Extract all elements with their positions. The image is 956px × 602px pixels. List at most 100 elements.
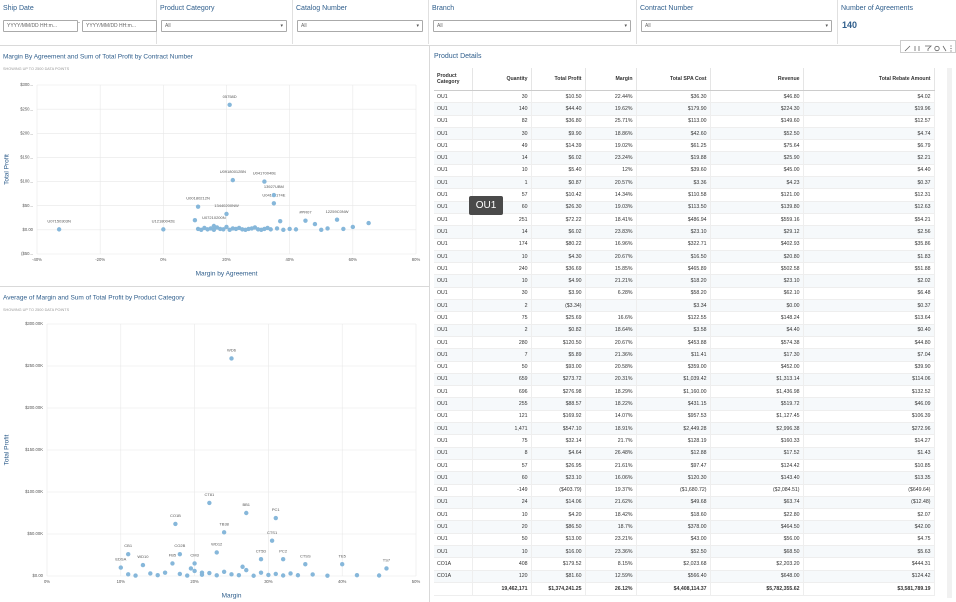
table-cell: $2,449.28 — [636, 422, 711, 436]
x-axis-label: Margin — [222, 593, 242, 600]
table-cell: 75 — [472, 311, 532, 325]
table-cell: OU1 — [434, 385, 473, 399]
select[interactable]: All ▾ — [297, 20, 423, 32]
point — [56, 227, 62, 232]
point — [118, 565, 124, 570]
filter-label: Catalog Number — [296, 5, 347, 12]
table-cell: $276.98 — [531, 385, 586, 399]
point — [366, 220, 371, 226]
table-cell: OU1 — [434, 115, 473, 128]
date-input[interactable]: YYYY/MM/DD HH:m... — [82, 20, 157, 32]
table-cell: $16.00 — [531, 545, 586, 559]
table-cell: $160.33 — [710, 434, 804, 448]
table-cell: 21.61% — [585, 459, 637, 473]
point — [258, 570, 264, 575]
point — [221, 569, 227, 574]
point-label: 13440200NW — [214, 203, 239, 208]
table-cell: $14.39 — [531, 139, 586, 153]
table-cell: $128.19 — [636, 434, 711, 448]
table-cell: OU1 — [434, 545, 473, 559]
table-cell: 75 — [472, 434, 532, 448]
kpi: Number of Agreements 140 — [838, 0, 956, 44]
point-label: TS7 — [383, 558, 391, 563]
table-cell: $42.00 — [803, 520, 935, 534]
table-cell: 12.59% — [585, 570, 637, 583]
table-cell: $179.52 — [531, 557, 586, 571]
filter-catalog-number: Catalog Number All ▾ — [293, 0, 429, 44]
table-cell: 20.67% — [585, 250, 637, 264]
table-cell: $359.00 — [636, 361, 711, 374]
column-header: Product Category — [434, 68, 473, 91]
table-row: OU1 30 $3.90 6.28% $58.20 $62.10 $6.48 — [434, 287, 935, 301]
select[interactable]: All ▾ — [641, 20, 832, 32]
table-cell: 24 — [472, 496, 532, 510]
table-cell: $62.10 — [710, 287, 804, 301]
table-cell: 408 — [472, 557, 532, 571]
table-cell: $51.88 — [803, 262, 935, 276]
chart-title: Margin By Agreement and Sum of Total Pro… — [3, 54, 194, 61]
point — [155, 572, 160, 578]
table-row: OU1 659 $273.72 20.31% $1,039.42 $1,313.14 $11… — [434, 373, 935, 387]
point — [350, 224, 356, 230]
table-cell: $22.80 — [710, 508, 804, 522]
table-cell: 10 — [472, 508, 532, 522]
table-cell: $72.22 — [531, 213, 586, 227]
table-cell: OU1 — [434, 422, 473, 436]
point-label: CO2B — [174, 543, 185, 548]
table-cell: 57 — [472, 459, 532, 473]
table-cell: $2.21 — [803, 151, 935, 165]
y-tick-label: ($50... — [21, 251, 33, 256]
point — [310, 572, 315, 577]
table-row: OU1 60 $26.30 19.03% $113.50 $139.80 $12.63 — [434, 201, 935, 214]
table-cell: 18.64% — [585, 324, 637, 337]
table-cell: 23.24% — [585, 151, 637, 165]
table-cell: $2.56 — [803, 225, 935, 239]
scrollbar[interactable] — [947, 68, 952, 598]
table-cell: 6.28% — [585, 287, 637, 301]
toolbar[interactable] — [900, 40, 956, 53]
y-tick-label: $200... — [20, 130, 33, 135]
x-axis-label: Margin by Agreement — [196, 271, 258, 278]
table-cell: $42.60 — [636, 127, 711, 141]
point — [188, 566, 194, 571]
table-cell: 82 — [472, 115, 532, 128]
table-cell: $272.96 — [803, 422, 935, 436]
table-cell: 2 — [472, 299, 532, 313]
table-cell: $110.58 — [636, 188, 711, 202]
table-cell: 121 — [472, 410, 532, 424]
table-cell: 1,471 — [472, 422, 532, 436]
point-label: CTSS — [300, 553, 311, 558]
table-cell: $4.40 — [710, 324, 804, 337]
select[interactable]: All ▾ — [161, 20, 287, 32]
table-cell: OU1 — [434, 213, 473, 227]
table-cell: OU1 — [434, 496, 473, 510]
table-cell: $4.40 — [803, 164, 935, 178]
table-cell: 2 — [472, 324, 532, 337]
table-cell: 19.62% — [585, 102, 637, 116]
table-cell: $54.21 — [803, 213, 935, 227]
table-cell: OU1 — [434, 533, 473, 546]
table-cell: 15.85% — [585, 262, 637, 276]
point-label: U09180012BN — [220, 169, 246, 174]
table-cell: $402.93 — [710, 238, 804, 251]
table-cell: $52.50 — [636, 545, 711, 559]
table-cell: 20.31% — [585, 373, 637, 387]
table-cell: $26.30 — [531, 201, 586, 214]
table-cell: $3.58 — [636, 324, 711, 337]
divider — [429, 46, 430, 602]
table-cell: $120.30 — [636, 471, 711, 485]
table-cell: $6.48 — [803, 287, 935, 301]
table-cell: $502.58 — [710, 262, 804, 276]
chart-title: Average of Margin and Sum of Total Profi… — [3, 295, 185, 302]
table-row: OU1 10 $4.30 20.67% $16.50 $20.80 $1.83 — [434, 250, 935, 264]
table-cell: $9.90 — [531, 127, 586, 141]
y-axis-label: Total Profit — [4, 434, 11, 465]
point — [266, 572, 271, 578]
point — [240, 564, 245, 569]
point — [214, 573, 219, 578]
total-cell — [434, 581, 473, 596]
select[interactable]: All ▾ — [433, 20, 631, 32]
table-cell: $4.02 — [803, 90, 935, 104]
point-label: PC2 — [279, 548, 288, 553]
date-input[interactable]: YYYY/MM/DD HH:m... — [3, 20, 78, 32]
